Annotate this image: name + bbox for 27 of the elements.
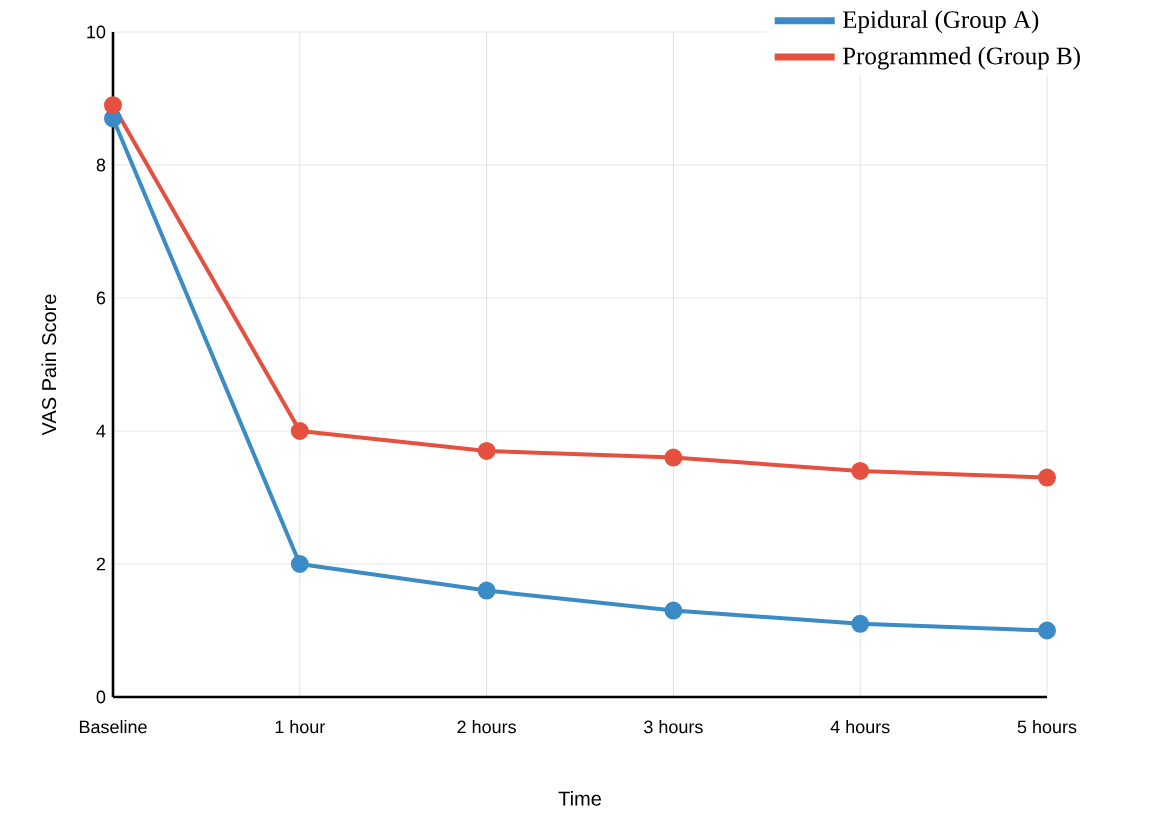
legend-label: Programmed (Group B) xyxy=(842,46,1080,70)
x-tick-label: Baseline xyxy=(79,720,147,734)
point xyxy=(290,555,309,573)
y-tick-label: 10 xyxy=(87,25,106,39)
x-tick-label: 1 hour xyxy=(275,720,326,734)
point xyxy=(1038,621,1056,640)
legend-label: Epidural (Group A) xyxy=(842,10,1039,34)
x-tick-label: 4 hours xyxy=(830,720,890,734)
y-tick-label: 2 xyxy=(96,557,106,571)
point xyxy=(290,422,309,440)
point xyxy=(477,441,496,460)
y-axis-title: VAS Pain Score xyxy=(41,294,57,436)
point xyxy=(1038,468,1056,487)
y-tick-label: 0 xyxy=(96,690,106,704)
y-tick-label: 8 xyxy=(96,158,106,172)
x-tick-label: 2 hours xyxy=(457,720,516,734)
point xyxy=(664,601,683,620)
point xyxy=(851,461,870,480)
point xyxy=(477,581,496,600)
y-tick-label: 6 xyxy=(96,291,106,305)
x-tick-label: 3 hours xyxy=(644,720,703,734)
point xyxy=(664,448,683,467)
y-tick-label: 4 xyxy=(96,424,106,438)
x-axis-title: Time xyxy=(558,791,601,806)
point xyxy=(851,614,870,633)
x-tick-label: 5 hours xyxy=(1017,720,1077,734)
point xyxy=(104,96,123,115)
